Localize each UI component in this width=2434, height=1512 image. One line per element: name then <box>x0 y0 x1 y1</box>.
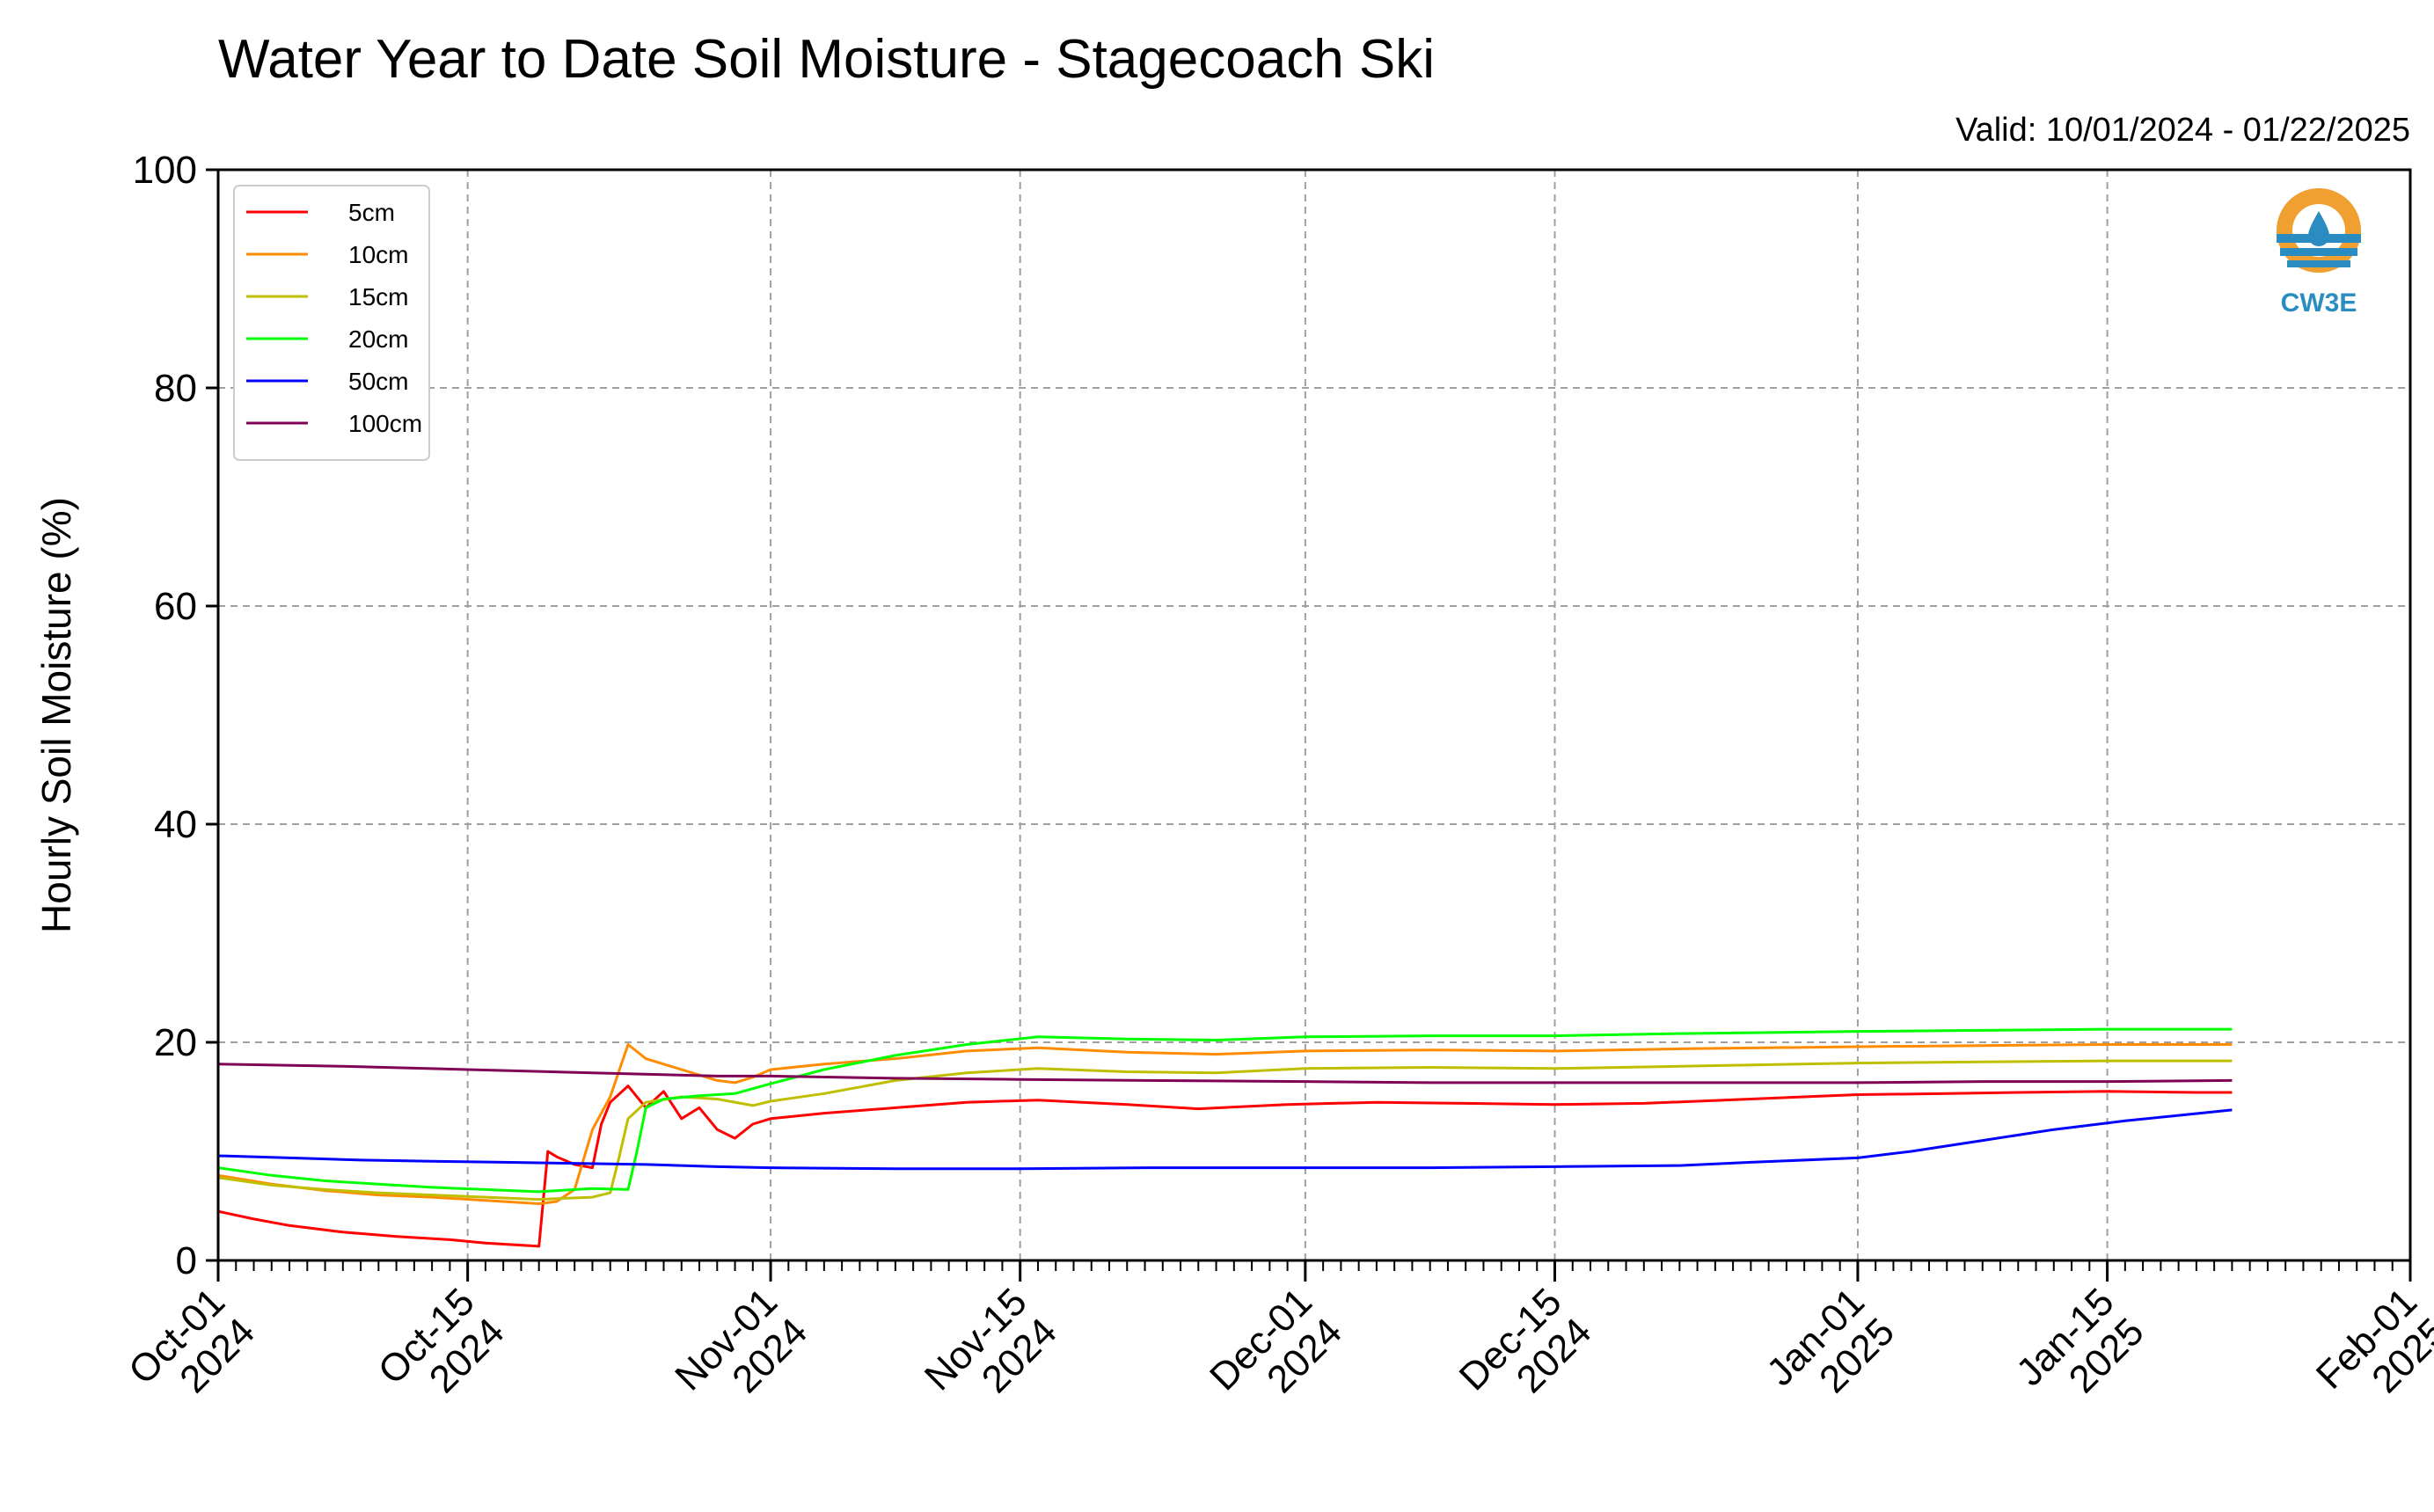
series-line-20cm <box>217 1027 2233 1194</box>
legend-label-15cm: 15cm <box>348 283 408 310</box>
y-tick-label: 80 <box>154 367 197 410</box>
series-line-15cm <box>217 1059 2233 1202</box>
y-tick-labels: 0 20 40 60 80 100 <box>133 149 197 1282</box>
y-tick-label: 0 <box>176 1239 197 1282</box>
plot-frame <box>216 168 2412 1262</box>
valid-date-range: Valid: 10/01/2024 - 01/22/2025 <box>1955 112 2410 149</box>
cw3e-logo-text: CW3E <box>2281 289 2357 318</box>
legend-label-50cm: 50cm <box>348 368 408 395</box>
y-tick-label: 20 <box>154 1021 197 1064</box>
legend-label-20cm: 20cm <box>348 325 408 353</box>
series-lines <box>217 1027 2233 1248</box>
y-tick-label: 60 <box>154 585 197 628</box>
series-line-50cm <box>217 1108 2233 1171</box>
axis-ticks <box>206 168 2412 1282</box>
chart-title: Water Year to Date Soil Moisture - Stage… <box>218 29 1435 90</box>
legend-label-10cm: 10cm <box>348 241 408 268</box>
series-line-100cm <box>217 1063 2233 1085</box>
series-line-10cm <box>217 1043 2233 1205</box>
grid-lines <box>218 170 2410 1260</box>
y-axis-label: Hourly Soil Moisture (%) <box>33 497 79 933</box>
legend: 5cm 10cm 15cm 20cm 50cm 100cm <box>233 185 430 461</box>
y-tick-label: 100 <box>133 149 197 192</box>
cw3e-logo: CW3E <box>2277 188 2361 318</box>
legend-label-100cm: 100cm <box>348 410 422 437</box>
legend-label-5cm: 5cm <box>348 199 395 226</box>
y-tick-label: 40 <box>154 803 197 846</box>
series-line-5cm <box>217 1085 2233 1248</box>
